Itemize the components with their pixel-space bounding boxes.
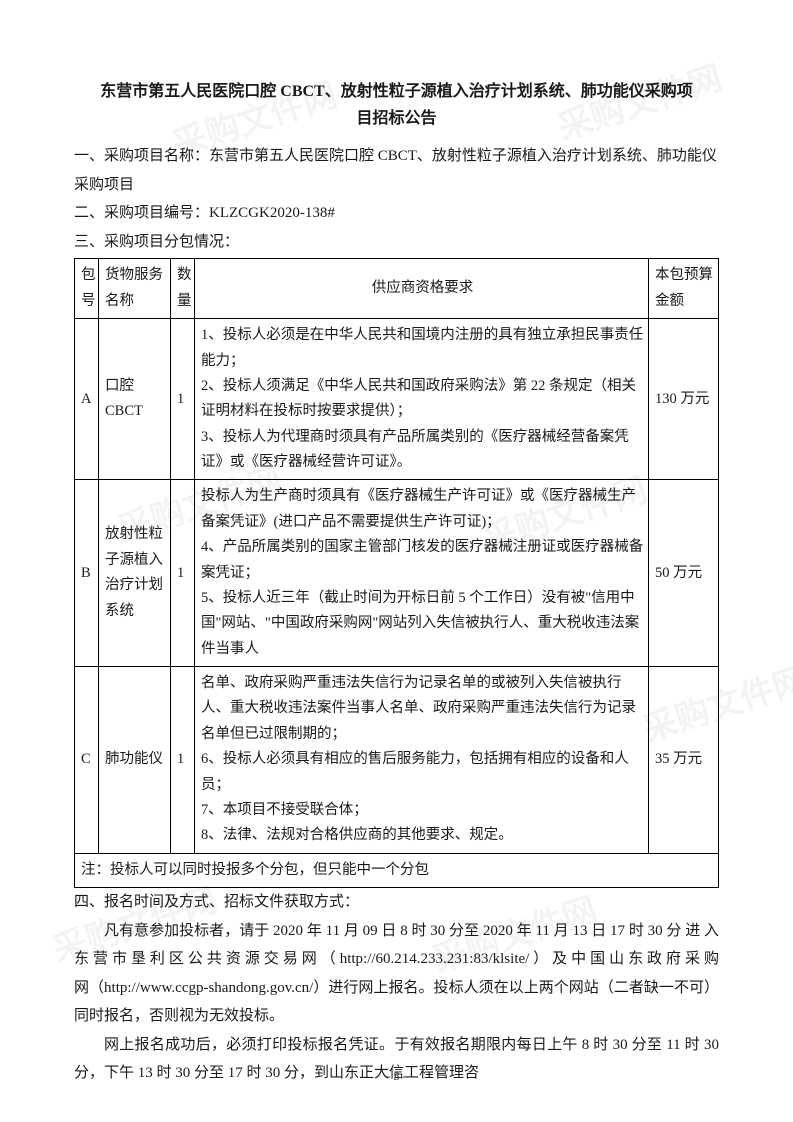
cell-qty: 1	[171, 667, 195, 854]
table-header-row: 包号 货物服务名称 数量 供应商资格要求 本包预算金额	[75, 259, 719, 319]
title-line-2: 目招标公告	[356, 110, 436, 127]
project-code-line: 二、采购项目编号：KLZCGK2020-138#	[74, 199, 719, 228]
section-4-header: 四、报名时间及方式、招标文件获取方式：	[74, 888, 719, 917]
cell-budget: 50 万元	[649, 480, 719, 667]
project-name-line: 一、采购项目名称：东营市第五人民医院口腔 CBCT、放射性粒子源植入治疗计划系统…	[74, 142, 719, 199]
th-package: 包号	[75, 259, 99, 319]
cell-name: 肺功能仪	[99, 667, 171, 854]
table-note: 注：投标人可以同时投报多个分包，但只能中一个分包	[75, 853, 719, 887]
page-number: 3	[0, 1065, 793, 1088]
th-req: 供应商资格要求	[195, 259, 649, 319]
cell-pkg: A	[75, 319, 99, 480]
table-row: C 肺功能仪 1 名单、政府采购严重违法失信行为记录名单的或被列入失信被执行人、…	[75, 667, 719, 854]
cell-qty: 1	[171, 319, 195, 480]
cell-req: 投标人为生产商时须具有《医疗器械生产许可证》或《医疗器械生产备案凭证》(进口产品…	[195, 480, 649, 667]
section-4-paragraph-1: 凡有意参加投标者，请于 2020 年 11 月 09 日 8 时 30 分至 2…	[74, 917, 719, 1031]
cell-pkg: C	[75, 667, 99, 854]
package-header-line: 三、采购项目分包情况：	[74, 228, 719, 257]
cell-req: 名单、政府采购严重违法失信行为记录名单的或被列入失信被执行人、重大税收违法案件当…	[195, 667, 649, 854]
th-budget: 本包预算金额	[649, 259, 719, 319]
cell-qty: 1	[171, 480, 195, 667]
table-row: A 口腔 CBCT 1 1、投标人必须是在中华人民共和国境内注册的具有独立承担民…	[75, 319, 719, 480]
cell-pkg: B	[75, 480, 99, 667]
package-table: 包号 货物服务名称 数量 供应商资格要求 本包预算金额 A 口腔 CBCT 1 …	[74, 258, 719, 888]
cell-budget: 130 万元	[649, 319, 719, 480]
title-line-1: 东营市第五人民医院口腔 CBCT、放射性粒子源植入治疗计划系统、肺功能仪采购项	[100, 83, 692, 100]
page-title: 东营市第五人民医院口腔 CBCT、放射性粒子源植入治疗计划系统、肺功能仪采购项 …	[74, 78, 719, 132]
cell-name: 口腔 CBCT	[99, 319, 171, 480]
cell-req: 1、投标人必须是在中华人民共和国境内注册的具有独立承担民事责任能力； 2、投标人…	[195, 319, 649, 480]
cell-budget: 35 万元	[649, 667, 719, 854]
th-qty: 数量	[171, 259, 195, 319]
cell-name: 放射性粒子源植入治疗计划系统	[99, 480, 171, 667]
table-note-row: 注：投标人可以同时投报多个分包，但只能中一个分包	[75, 853, 719, 887]
th-name: 货物服务名称	[99, 259, 171, 319]
table-row: B 放射性粒子源植入治疗计划系统 1 投标人为生产商时须具有《医疗器械生产许可证…	[75, 480, 719, 667]
